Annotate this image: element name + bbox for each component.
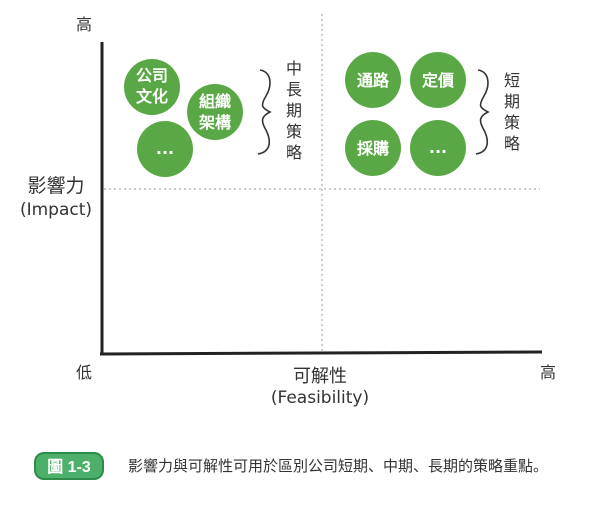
left-bracket-label-char: 長 [286,80,302,99]
circle-procurement-label: 採購 [357,139,389,158]
x-axis-high-label: 高 [540,363,556,382]
y-axis-title: 影響力 [27,175,84,197]
figure-caption-text: 影響力與可解性可用於區別公司短期、中期、長期的策略重點。 [128,457,549,475]
circle-company-culture-line1: 公司 [136,66,168,85]
circle-org-structure-line2: 架構 [198,113,231,132]
y-axis-high-label: 高 [76,15,92,34]
circle-left-more: ... [137,121,193,177]
y-axis-title-en: (Impact) [20,200,92,220]
left-bracket-label-char: 略 [286,143,302,162]
right-bracket-label-char: 期 [504,92,520,111]
circle-channel: 通路 [345,52,401,108]
circle-right-more: ... [410,120,466,176]
left-bracket-label-char: 中 [286,59,302,78]
circle-pricing: 定價 [410,52,466,108]
circle-org-structure-line1: 組織 [199,92,231,111]
left-bracket-label-char: 策 [286,122,302,141]
left-brace [257,69,272,155]
circle-pricing-label: 定價 [421,71,455,90]
figure-badge: 圖 1-3 [34,452,104,480]
right-bracket-label-char: 略 [504,134,520,153]
right-bracket-label-char: 短 [504,71,520,90]
left-bracket-label-char: 期 [286,101,302,120]
circle-left-more-label: ... [156,139,174,158]
x-axis-title: 可解性 [293,366,347,387]
x-axis-line [99,350,543,356]
circle-channel-label: 通路 [357,71,390,90]
x-axis-title-en: (Feasibility) [271,388,369,408]
circle-org-structure: 組織 架構 [187,84,243,140]
circle-right-more-label: ... [429,138,447,157]
x-axis-low-label: 低 [76,363,92,382]
circle-procurement: 採購 [345,120,401,176]
right-brace [475,69,490,155]
right-bracket-label-char: 策 [504,113,520,132]
figure-caption: 圖 1-3 影響力與可解性可用於區別公司短期、中期、長期的策略重點。 [34,452,574,504]
circle-company-culture: 公司 文化 [124,59,180,115]
circle-company-culture-line2: 文化 [136,87,168,106]
